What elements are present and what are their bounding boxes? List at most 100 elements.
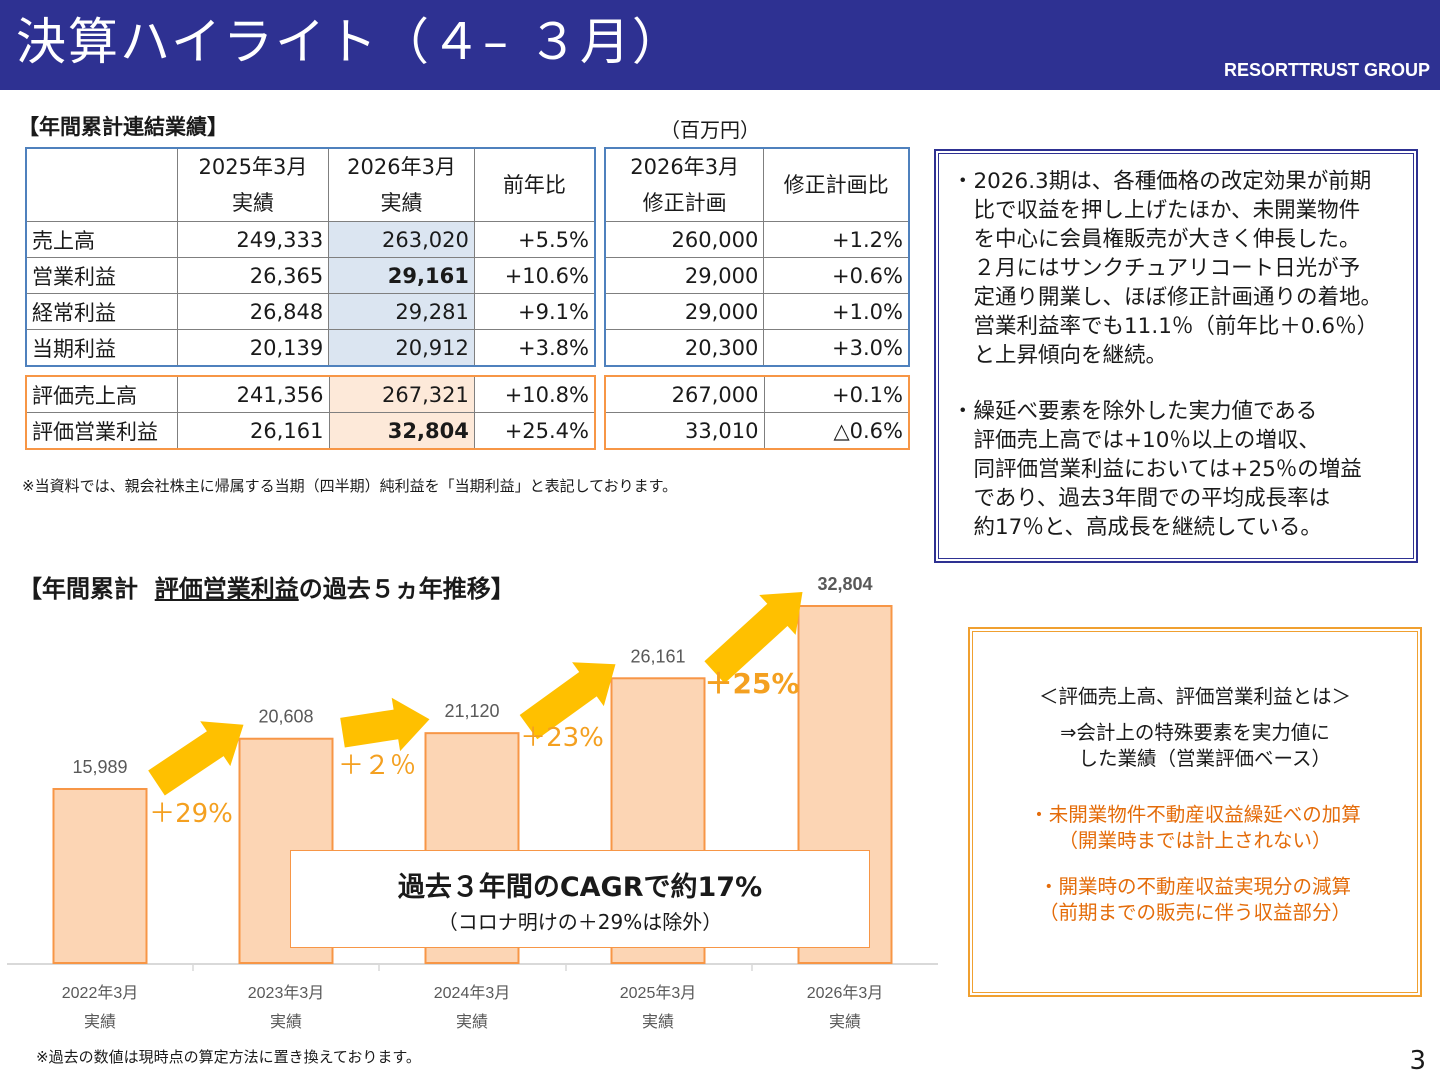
eval-results-table: 評価売上高 241,356 267,321 +10.8% 評価営業利益 26,1…	[25, 375, 596, 450]
yoy-value: +10.8%	[473, 375, 596, 413]
row-label: 当期利益	[25, 329, 178, 367]
brand-logo-text: RESORTTRUST GROUP	[1223, 60, 1430, 80]
table-row: 営業利益 26,365 29,161 +10.6%	[25, 257, 596, 294]
eval-plan-table: 267,000 +0.1% 33,010 △0.6%	[604, 375, 910, 450]
header-vs-plan: 修正計画比	[763, 147, 910, 222]
yoy-value: +10.6%	[473, 257, 596, 294]
vs-plan-value: +3.0%	[763, 329, 910, 367]
cagr-main-text: 過去３年間のCAGRで約17%	[397, 872, 763, 903]
bar-value-label: 20,608	[258, 707, 313, 727]
table-row: 29,000 +0.6%	[604, 257, 910, 294]
row-label: 経常利益	[25, 293, 178, 330]
plan-value: 29,000	[604, 257, 765, 294]
definition-line: した業績（営業評価ベース）	[1058, 747, 1332, 770]
growth-rate-label: ＋29%	[149, 799, 233, 829]
plan-value: 267,000	[604, 375, 765, 413]
definition-item: ・未開業物件不動産収益繰延べの加算	[1029, 803, 1361, 826]
x-tick-label: 2024年3月	[434, 984, 511, 1002]
chart-bar	[52, 787, 148, 964]
results-table: 2025年3月 実績 2026年3月 実績 前年比 売上高 249,333 263,…	[25, 147, 596, 367]
vs-plan-value: △0.6%	[763, 412, 910, 450]
fy2025-value: 241,356	[177, 375, 330, 413]
cagr-sub-text: （コロナ明けの＋29%は除外）	[437, 910, 723, 934]
growth-arrow	[519, 662, 616, 740]
x-tick-label: 2026年3月	[807, 984, 884, 1002]
x-tick-label: 実績	[829, 1013, 861, 1031]
fy2026-value: 263,020	[328, 221, 475, 258]
commentary-bullet-2: ・繰延べ要素を除外した実力値である 評価売上高では+10％以上の増収、 同評価営…	[952, 399, 1362, 540]
table-header-row: 2026年3月 修正計画 修正計画比	[604, 147, 910, 222]
row-label: 評価売上高	[25, 375, 179, 413]
page-number: 3	[1409, 1046, 1426, 1076]
table-row: 33,010 △0.6%	[604, 412, 910, 450]
definition-item-note: （前期までの販売に伴う収益部分）	[1038, 901, 1351, 924]
definition-item: ・開業時の不動産収益実現分の減算	[1038, 875, 1351, 898]
table-header-row: 2025年3月 実績 2026年3月 実績 前年比	[25, 147, 596, 222]
header-empty-cell	[25, 147, 178, 222]
vs-plan-value: +0.6%	[763, 257, 910, 294]
table-section-title: 【年間累計連結業績】	[18, 115, 228, 139]
fy2026-value: 29,281	[328, 293, 475, 330]
vs-plan-value: +1.0%	[763, 293, 910, 330]
fy2025-value: 26,848	[176, 293, 330, 330]
bar-value-label: 26,161	[630, 646, 685, 666]
commentary-box: ・2026.3期は、各種価格の改定効果が前期 比で収益を押し上げたほか、未開業物…	[934, 149, 1418, 563]
definition-box: ＜評価売上高、評価営業利益とは＞ ⇒会計上の特殊要素を実力値に した業績（営業評…	[968, 627, 1422, 997]
table-row: 20,300 +3.0%	[604, 329, 910, 367]
table-row: 評価売上高 241,356 267,321 +10.8%	[25, 375, 596, 413]
definition-line: ⇒会計上の特殊要素を実力値に	[1060, 721, 1330, 744]
fy2026-value: 267,321	[328, 375, 475, 413]
yoy-value: +3.8%	[473, 329, 596, 367]
fy2026-value: 32,804	[328, 412, 475, 450]
growth-rate-label: ＋２％	[338, 751, 416, 781]
x-tick-label: 2025年3月	[620, 984, 697, 1002]
yoy-value: +25.4%	[473, 412, 596, 450]
table-row: 267,000 +0.1%	[604, 375, 910, 413]
fy2025-value: 26,365	[176, 257, 330, 294]
header-bar: 決算ハイライト（４– ３月） RESORTTRUST GROUP	[0, 0, 1440, 90]
vs-plan-value: +1.2%	[763, 221, 910, 258]
definition-heading: ＜評価売上高、評価営業利益とは＞	[1038, 685, 1351, 708]
x-tick-label: 実績	[456, 1013, 488, 1031]
fy2025-value: 249,333	[176, 221, 330, 258]
table-footnote: ※当資料では、親会社株主に帰属する当期（四半期）純利益を「当期利益」と表記してお…	[22, 477, 678, 495]
x-tick-label: 2023年3月	[248, 984, 325, 1002]
plan-table: 2026年3月 修正計画 修正計画比 260,000 +1.2% 29,000 +…	[604, 147, 910, 367]
x-tick-label: 実績	[642, 1013, 674, 1031]
unit-label: （百万円）	[660, 118, 760, 142]
cagr-callout: 過去３年間のCAGRで約17% （コロナ明けの＋29%は除外）	[290, 850, 870, 948]
bar-value-label: 15,989	[72, 757, 127, 777]
bar-value-label: 32,804	[817, 574, 872, 594]
growth-rate-label: ＋23%	[520, 723, 604, 753]
header-plan: 2026年3月 修正計画	[604, 147, 765, 222]
table-row: 260,000 +1.2%	[604, 221, 910, 258]
table-row: 売上高 249,333 263,020 +5.5%	[25, 221, 596, 258]
yoy-value: +5.5%	[473, 221, 596, 258]
growth-arrow	[340, 697, 430, 752]
growth-rate-label: ＋25%	[704, 667, 799, 700]
fy2026-value: 20,912	[328, 329, 475, 367]
growth-arrow	[148, 721, 244, 796]
vs-plan-value: +0.1%	[763, 375, 910, 413]
table-row: 当期利益 20,139 20,912 +3.8%	[25, 329, 596, 367]
commentary-bullet-1: ・2026.3期は、各種価格の改定効果が前期 比で収益を押し上げたほか、未開業物…	[952, 169, 1383, 368]
x-tick-label: 2022年3月	[62, 984, 139, 1002]
fy2026-value: 29,161	[328, 257, 475, 294]
x-tick-label: 実績	[84, 1013, 116, 1031]
page-title: 決算ハイライト（４– ３月）	[16, 13, 684, 71]
plan-value: 20,300	[604, 329, 765, 367]
definition-item-note: （開業時までは計上されない）	[1058, 829, 1332, 852]
header-fy2026: 2026年3月 実績	[328, 147, 475, 222]
growth-arrow	[704, 592, 803, 684]
header-yoy: 前年比	[473, 147, 596, 222]
chart-section-title: 【年間累計 評価営業利益の過去５ヵ年推移】	[18, 575, 515, 603]
bar-value-label: 21,120	[444, 701, 499, 721]
header-fy2025: 2025年3月 実績	[176, 147, 330, 222]
chart-footnote: ※過去の数値は現時点の算定方法に置き換えております。	[36, 1048, 421, 1066]
x-tick-label: 実績	[270, 1013, 302, 1031]
fy2025-value: 26,161	[177, 412, 330, 450]
table-row: 29,000 +1.0%	[604, 293, 910, 330]
fy2025-value: 20,139	[176, 329, 330, 367]
table-row: 評価営業利益 26,161 32,804 +25.4%	[25, 412, 596, 450]
